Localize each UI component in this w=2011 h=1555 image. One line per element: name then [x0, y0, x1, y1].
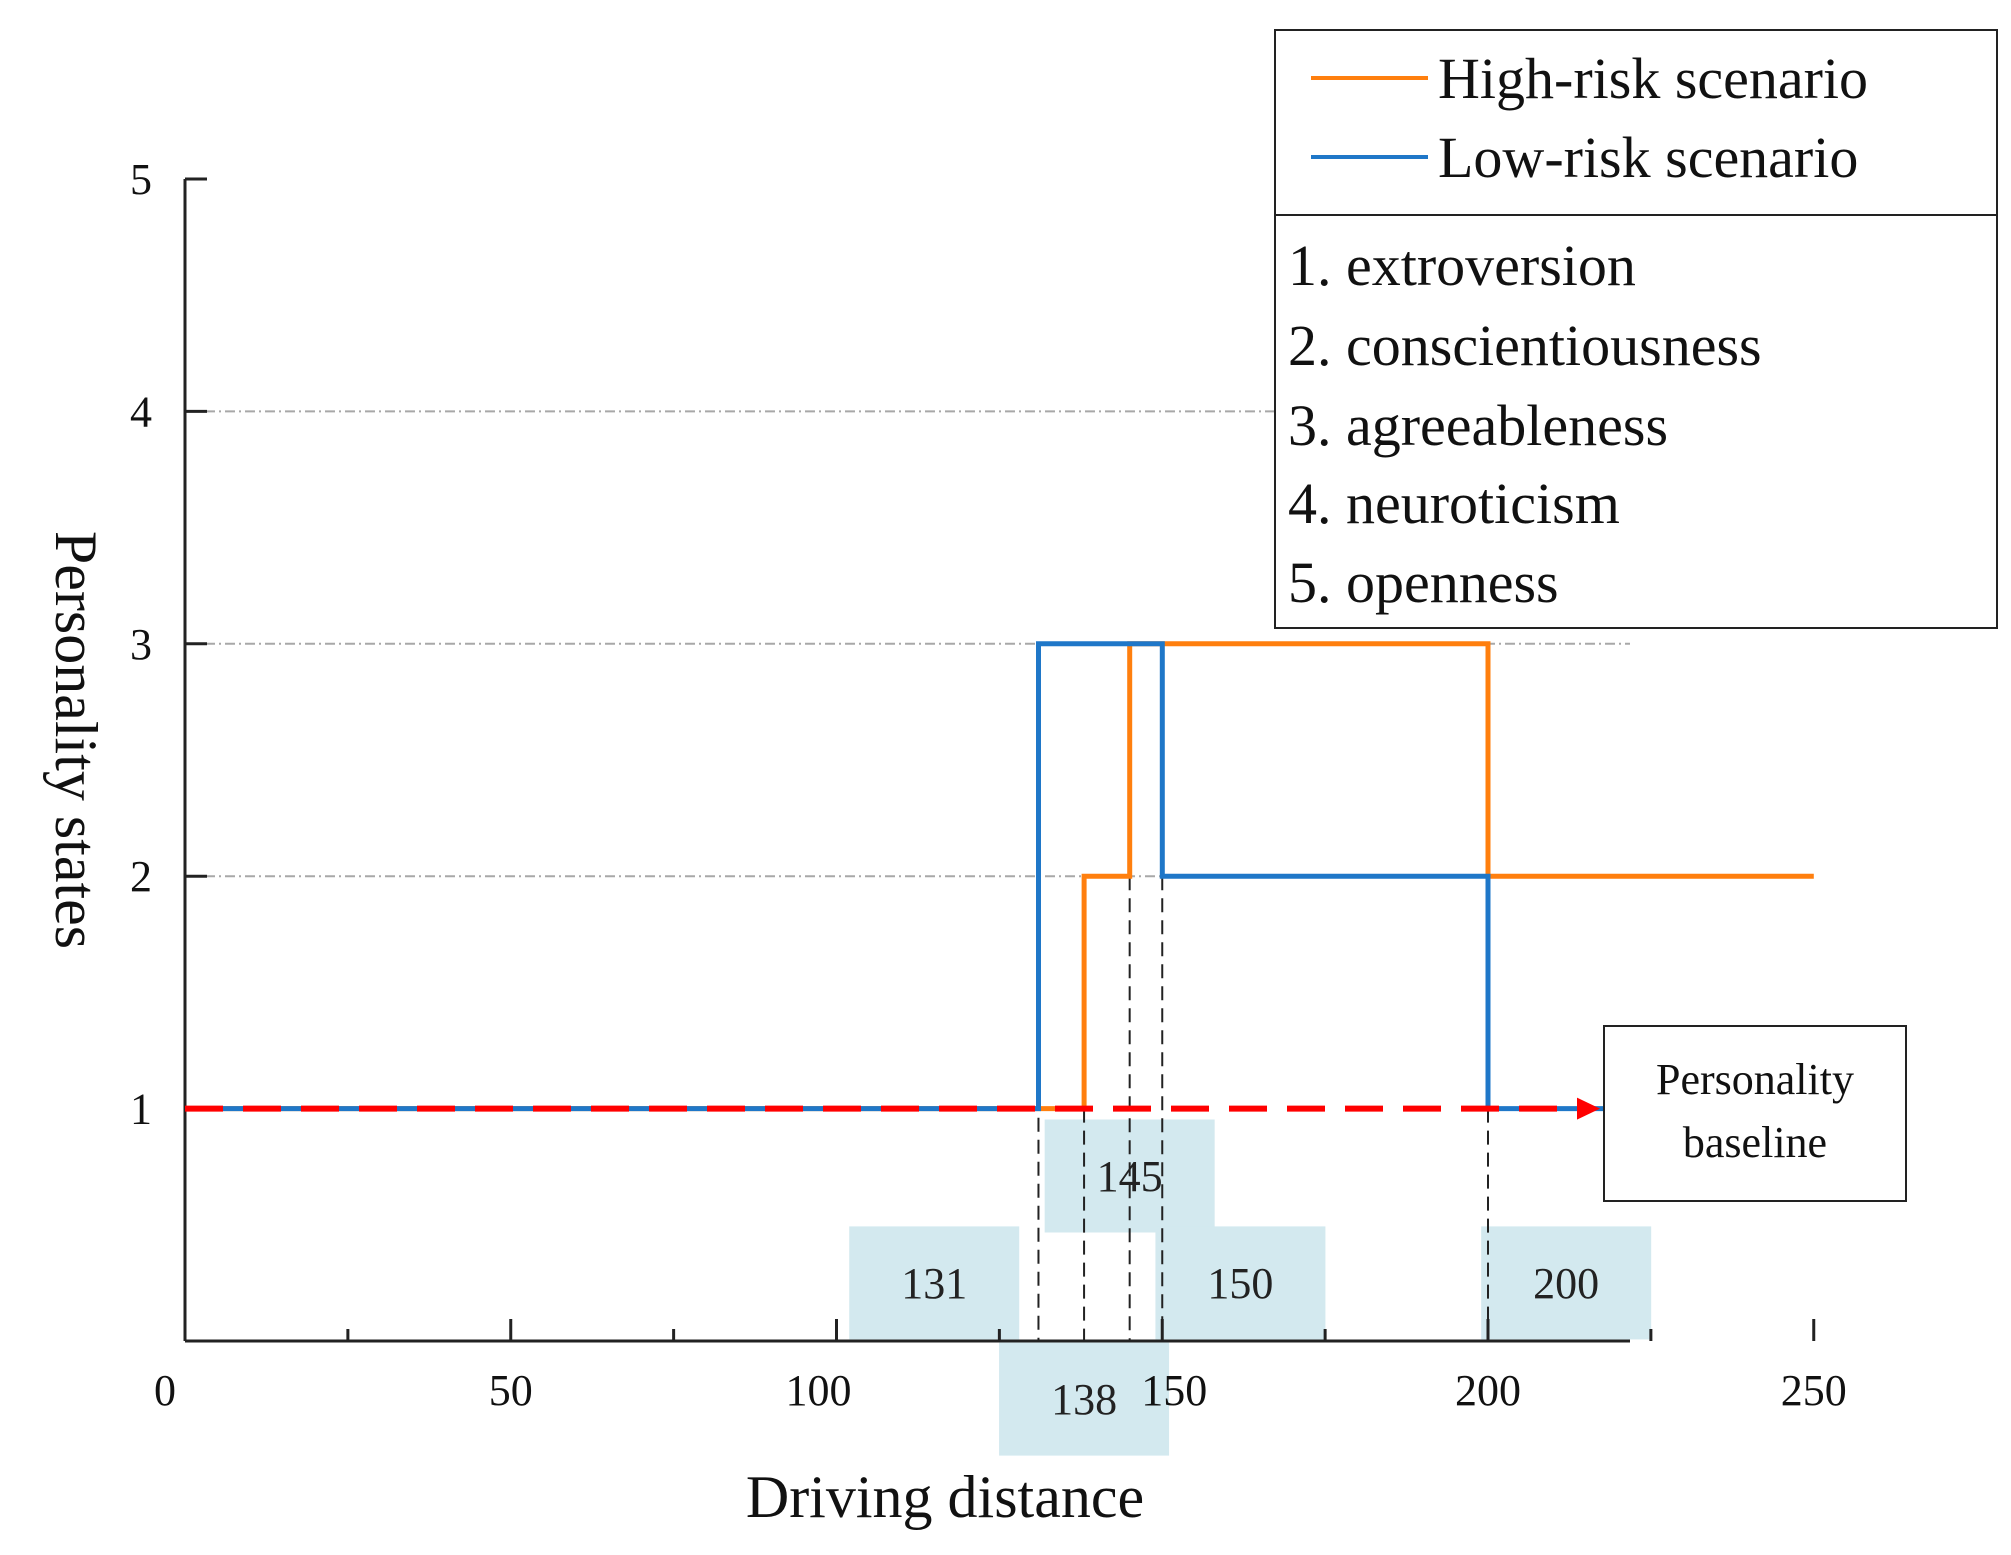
baseline-label: Personality baseline	[1603, 1025, 1907, 1202]
state-key-item-2: 2. conscientiousness	[1288, 313, 1762, 378]
marker-annotations: 131 138 145 150 200	[849, 876, 1652, 1456]
legend: High-risk scenario Low-risk scenario 1. …	[1274, 29, 1998, 629]
y-tick-label-3: 3	[130, 620, 152, 669]
marker-box-150	[1155, 1226, 1326, 1340]
legend-box	[1274, 29, 1998, 629]
marker-label-145: 145	[1097, 1152, 1163, 1201]
y-tick-label-2: 2	[130, 852, 152, 901]
marker-box-200	[1481, 1226, 1652, 1340]
marker-box-131	[849, 1226, 1020, 1340]
x-tick-label-200: 200	[1455, 1366, 1521, 1415]
baseline	[185, 1097, 1600, 1120]
series-line-high-risk	[185, 641, 1814, 1112]
x-tick-label-100: 100	[786, 1366, 852, 1415]
marker-label-138: 138	[1051, 1375, 1117, 1424]
y-tick-label-5: 5	[130, 155, 152, 204]
legend-label-high-risk: High-risk scenario	[1438, 46, 1868, 111]
legend-label-low-risk: Low-risk scenario	[1438, 125, 1858, 190]
x-axis-title: Driving distance	[746, 1464, 1144, 1530]
baseline-label-line1: Personality	[1656, 1055, 1854, 1104]
y-tick-label-4: 4	[130, 387, 152, 436]
x-tick-label-250: 250	[1781, 1366, 1847, 1415]
state-key-item-3: 3. agreeableness	[1288, 393, 1668, 458]
baseline-label-box	[1603, 1025, 1907, 1202]
x-tick-label-150: 150	[1141, 1366, 1207, 1415]
series-line-low-risk	[185, 641, 1814, 1112]
marker-label-150: 150	[1207, 1259, 1273, 1308]
state-key-item-1: 1. extroversion	[1288, 233, 1636, 298]
marker-label-200: 200	[1533, 1259, 1599, 1308]
x-tick-label-50: 50	[489, 1366, 533, 1415]
state-key-item-4: 4. neuroticism	[1288, 471, 1620, 536]
marker-box-138	[999, 1342, 1170, 1456]
baseline-label-line2: baseline	[1683, 1118, 1827, 1167]
state-key-item-5: 5. openness	[1288, 550, 1559, 615]
marker-label-131: 131	[901, 1259, 967, 1308]
y-axis-title: Personality states	[43, 531, 109, 949]
series-lines	[185, 641, 1814, 1112]
y-tick-label-1: 1	[130, 1085, 152, 1134]
baseline-arrowhead	[1577, 1097, 1600, 1120]
x-tick-label-0: 0	[154, 1366, 176, 1415]
